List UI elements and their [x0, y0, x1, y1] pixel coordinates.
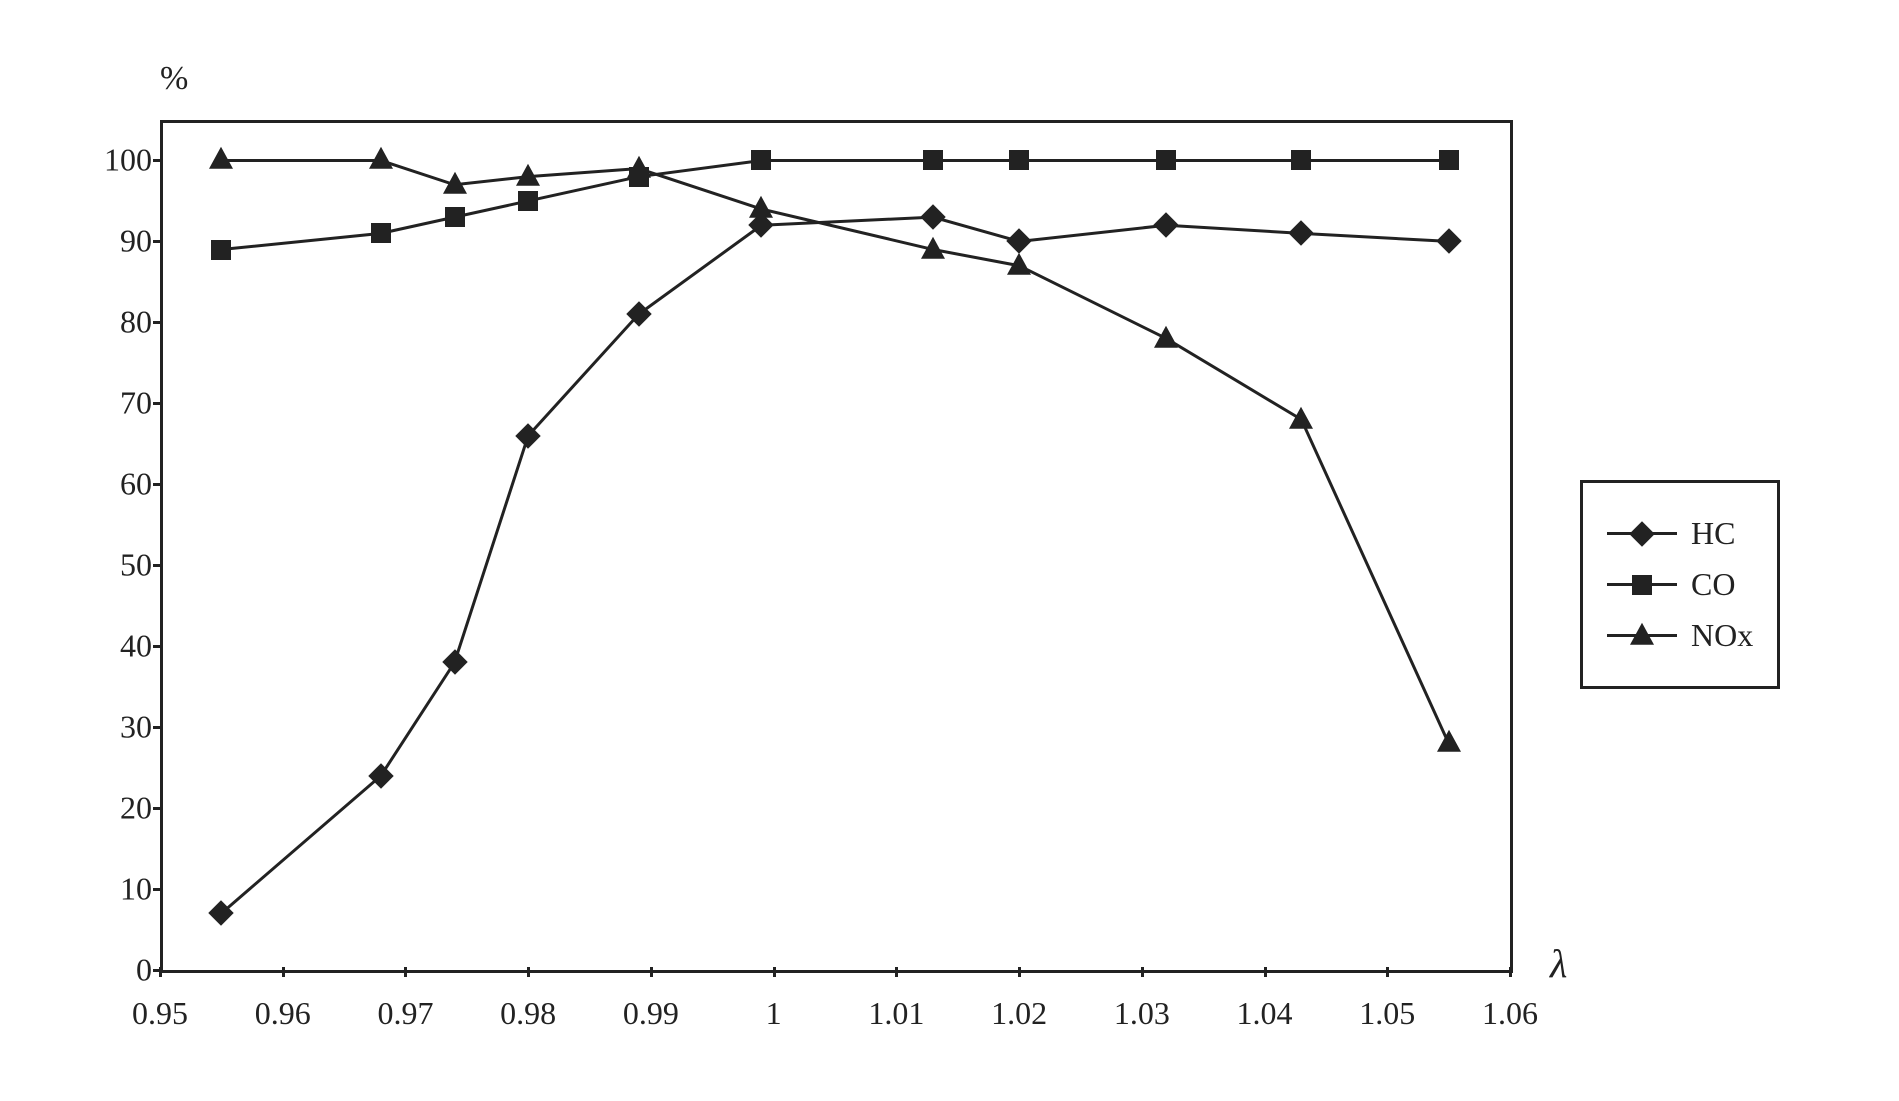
- triangle-icon: [1154, 325, 1178, 347]
- y-axis: [160, 120, 163, 970]
- y-tick-label: 20: [42, 790, 152, 827]
- square-icon: [1009, 150, 1029, 170]
- y-tick-label: 10: [42, 871, 152, 908]
- y-tick: [153, 564, 163, 567]
- y-tick: [153, 402, 163, 405]
- x-tick-label: 1.05: [1332, 995, 1442, 1032]
- legend-line: [1607, 532, 1677, 535]
- y-tick-label: 30: [42, 709, 152, 746]
- y-tick-label: 70: [42, 385, 152, 422]
- y-tick: [153, 240, 163, 243]
- x-tick: [1141, 967, 1144, 977]
- y-tick: [153, 645, 163, 648]
- x-tick-label: 0.99: [596, 995, 706, 1032]
- square-icon: [1632, 575, 1652, 595]
- y-tick-label: 100: [42, 142, 152, 179]
- square-icon: [518, 191, 538, 211]
- y-tick-label: 80: [42, 304, 152, 341]
- legend-item-hc: HC: [1607, 515, 1753, 552]
- y-tick-label: 90: [42, 223, 152, 260]
- square-icon: [211, 240, 231, 260]
- legend-label: NOx: [1691, 617, 1753, 654]
- legend-item-nox: NOx: [1607, 617, 1753, 654]
- triangle-icon: [1289, 406, 1313, 428]
- square-icon: [371, 223, 391, 243]
- diamond-icon: [1629, 521, 1654, 546]
- square-icon: [751, 150, 771, 170]
- legend-line: [1607, 583, 1677, 586]
- triangle-icon: [1007, 253, 1031, 275]
- y-tick: [153, 888, 163, 891]
- x-tick-label: 1.04: [1210, 995, 1320, 1032]
- x-axis: [160, 970, 1510, 973]
- y-tick: [153, 159, 163, 162]
- x-tick-label: 0.98: [473, 995, 583, 1032]
- legend-label: HC: [1691, 515, 1735, 552]
- y-axis-title: %: [160, 60, 188, 98]
- triangle-icon: [369, 147, 393, 169]
- x-tick-label: 1: [719, 995, 829, 1032]
- x-tick: [1018, 967, 1021, 977]
- triangle-icon: [749, 196, 773, 218]
- x-axis-title: λ: [1550, 940, 1567, 987]
- y-tick: [153, 807, 163, 810]
- square-icon: [1439, 150, 1459, 170]
- y-tick: [153, 483, 163, 486]
- legend-line: [1607, 634, 1677, 637]
- legend-label: CO: [1691, 566, 1735, 603]
- triangle-icon: [921, 236, 945, 258]
- x-tick: [650, 967, 653, 977]
- y-tick: [153, 726, 163, 729]
- triangle-icon: [443, 172, 467, 194]
- y-tick-label: 60: [42, 466, 152, 503]
- x-tick: [773, 967, 776, 977]
- triangle-icon: [516, 163, 540, 185]
- triangle-icon: [1437, 730, 1461, 752]
- x-tick-label: 1.01: [841, 995, 951, 1032]
- x-tick: [527, 967, 530, 977]
- x-tick-label: 1.06: [1455, 995, 1565, 1032]
- triangle-icon: [1630, 622, 1654, 644]
- legend-item-co: CO: [1607, 566, 1753, 603]
- chart-container: % λ 0 10 20 30 40 50 60 70 80 90 100 0.95 0.96 0.97 0…: [40, 40, 1840, 1040]
- square-icon: [1291, 150, 1311, 170]
- x-tick-label: 0.97: [350, 995, 460, 1032]
- square-icon: [923, 150, 943, 170]
- x-tick: [282, 967, 285, 977]
- x-tick: [1509, 967, 1512, 977]
- x-tick: [404, 967, 407, 977]
- plot-area-border: [160, 120, 1513, 973]
- x-tick: [1264, 967, 1267, 977]
- x-tick-label: 1.03: [1087, 995, 1197, 1032]
- x-tick-label: 0.96: [228, 995, 338, 1032]
- square-icon: [445, 207, 465, 227]
- y-tick-label: 0: [42, 952, 152, 989]
- y-tick-label: 40: [42, 628, 152, 665]
- x-tick-label: 1.02: [964, 995, 1074, 1032]
- x-tick-label: 0.95: [105, 995, 215, 1032]
- triangle-icon: [209, 147, 233, 169]
- x-tick: [1386, 967, 1389, 977]
- square-icon: [1156, 150, 1176, 170]
- triangle-icon: [627, 155, 651, 177]
- x-tick: [895, 967, 898, 977]
- legend: HC CO NOx: [1580, 480, 1780, 689]
- y-tick: [153, 321, 163, 324]
- x-tick: [159, 967, 162, 977]
- y-tick-label: 50: [42, 547, 152, 584]
